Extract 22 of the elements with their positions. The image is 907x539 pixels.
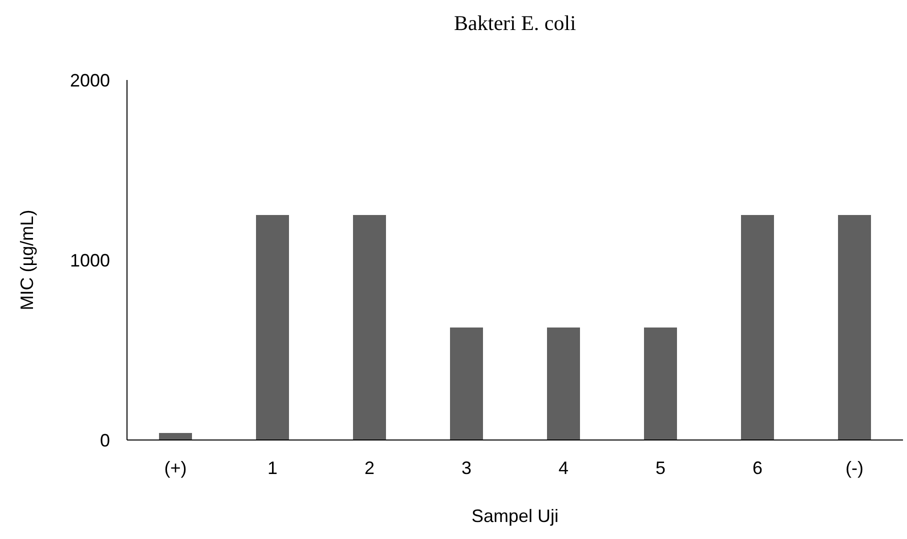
bar bbox=[353, 215, 386, 440]
x-tick-label: 4 bbox=[558, 458, 569, 478]
x-axis-title: Sampel Uji bbox=[471, 506, 559, 526]
bar bbox=[644, 328, 677, 440]
x-tick-label: (+) bbox=[164, 458, 187, 478]
x-tick-label: 2 bbox=[364, 458, 375, 478]
bar bbox=[450, 328, 483, 440]
x-tick-label: 6 bbox=[752, 458, 763, 478]
bar bbox=[838, 215, 871, 440]
bar bbox=[547, 328, 580, 440]
x-tick-label: 5 bbox=[655, 458, 666, 478]
y-tick-label: 2000 bbox=[70, 70, 110, 90]
x-tick-label: 1 bbox=[267, 458, 278, 478]
x-tick-label: (-) bbox=[846, 458, 864, 478]
bar bbox=[256, 215, 289, 440]
chart-title: Bakteri E. coli bbox=[454, 11, 576, 35]
x-tick-label: 3 bbox=[461, 458, 472, 478]
y-axis-title: MIC (µg/mL) bbox=[17, 210, 37, 310]
y-tick-label: 0 bbox=[100, 430, 110, 450]
bar bbox=[741, 215, 774, 440]
bar bbox=[159, 432, 192, 440]
y-tick-label: 1000 bbox=[70, 250, 110, 270]
